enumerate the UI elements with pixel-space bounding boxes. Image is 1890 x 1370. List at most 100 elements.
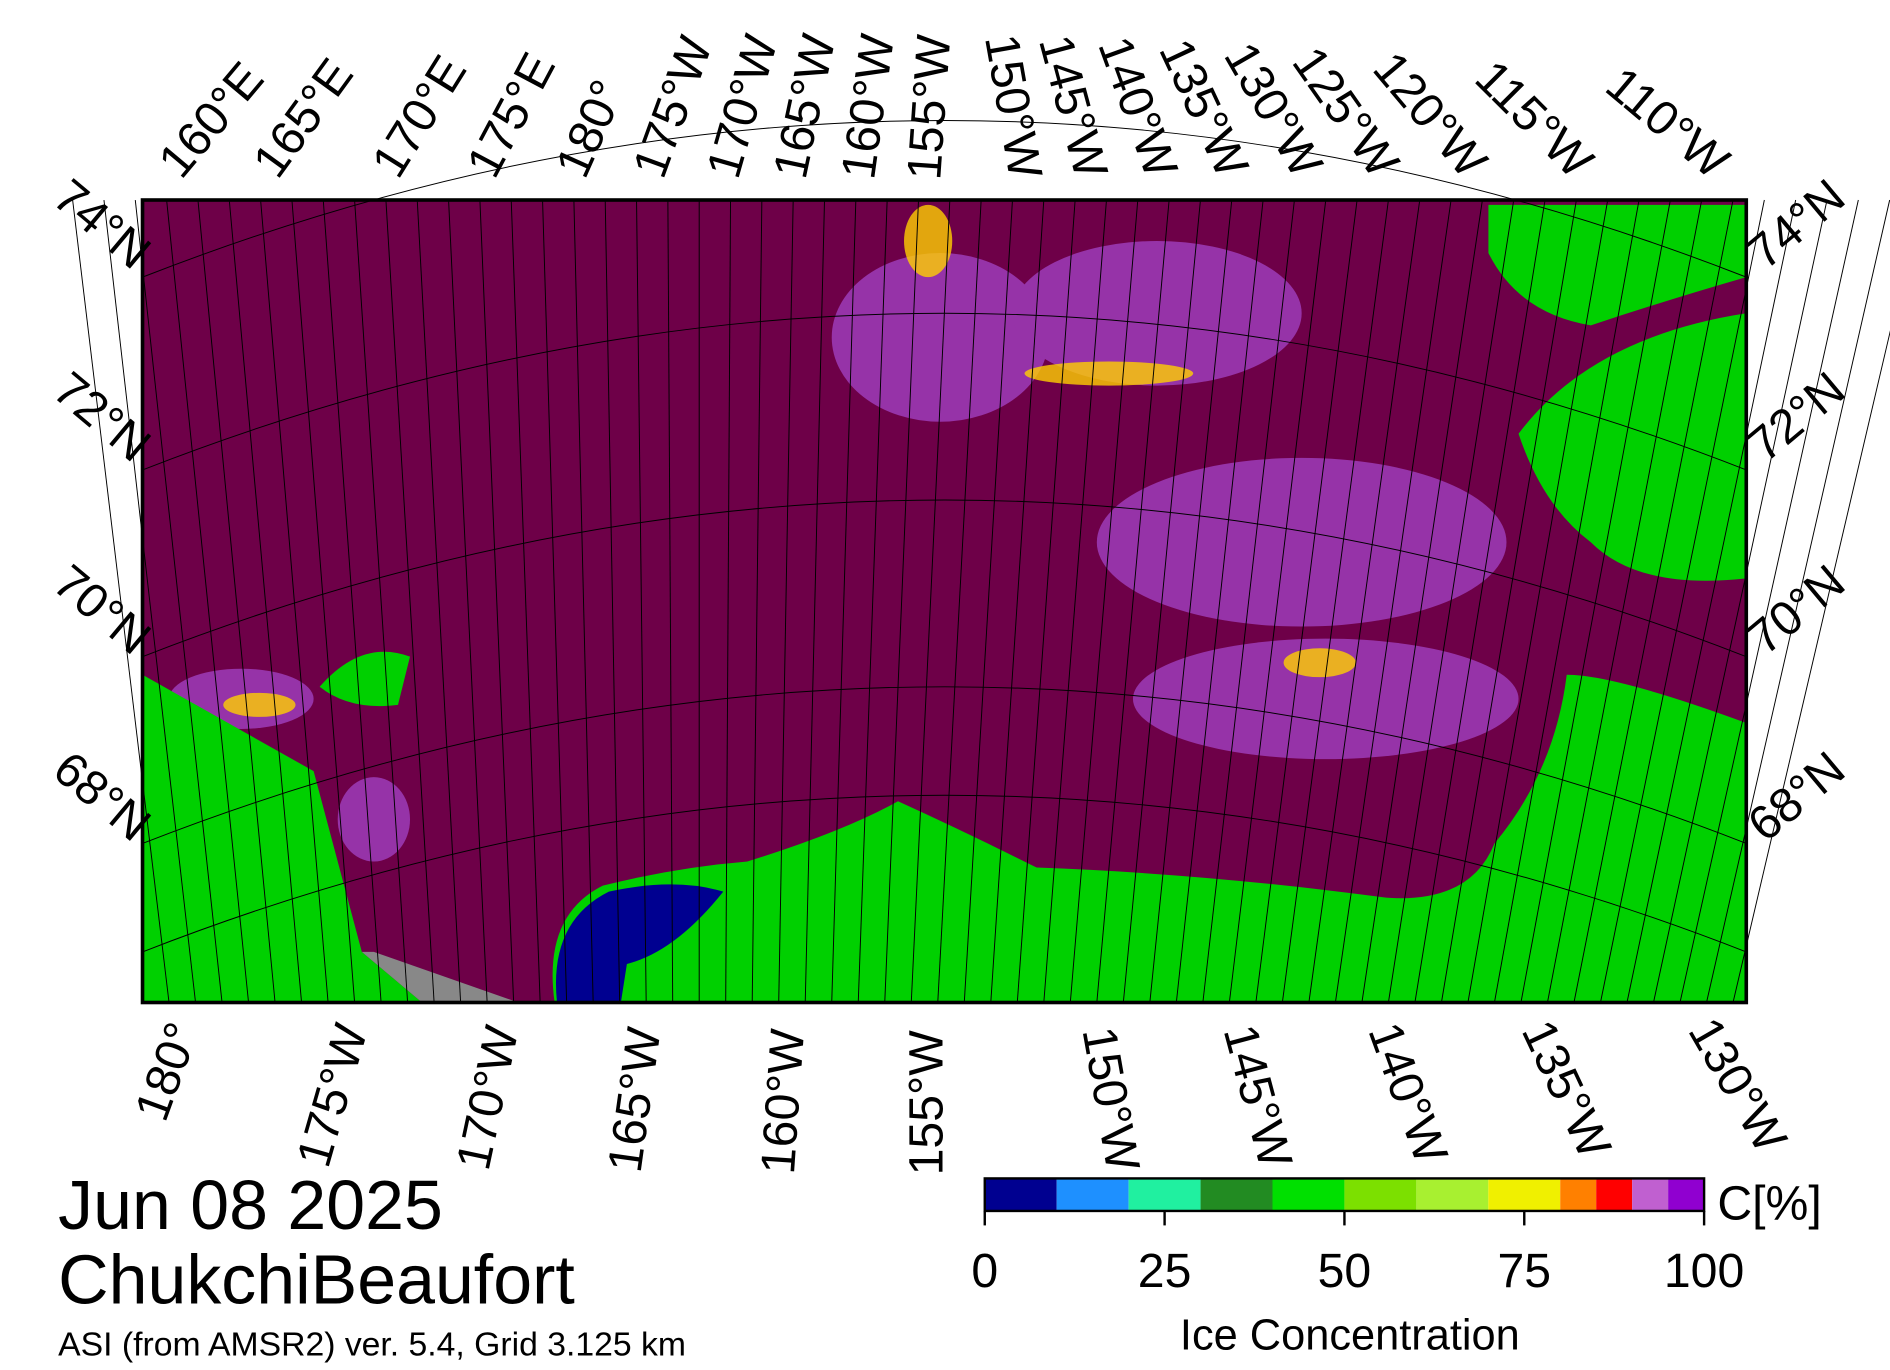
meridian [1600,199,1765,1003]
meridian [1653,199,1828,1003]
colorbar-segment [1488,1178,1561,1211]
meridian [1493,199,1640,1003]
meridian [1387,199,1515,1003]
meridian [1043,199,1107,1003]
parallel [142,499,1747,658]
bottom-lon-label: 170°W [446,1021,529,1175]
subtitle: ASI (from AMSR2) ver. 5.4, Grid 3.125 km [58,1326,686,1364]
colorbar-tick-label: 50 [1318,1244,1372,1298]
meridian [322,199,382,1003]
meridian [1175,199,1264,1003]
meridian [385,199,435,1003]
meridian [1573,199,1734,1003]
meridian [804,200,825,1003]
meridian [448,199,488,1003]
bottom-lon-label: 130°W [1678,1009,1798,1162]
bottom-lon-label: 160°W [751,1027,815,1176]
date: Jun 08 2025 [58,1166,443,1244]
colorbar-tick-label: 75 [1497,1244,1551,1298]
right-lat-label: 74°N [1738,169,1855,280]
meridian [937,199,982,1003]
meridian [990,199,1045,1003]
parallel [142,312,1747,471]
meridian [1706,199,1890,1003]
colorbar-segment [1416,1178,1489,1211]
region: ChukchiBeaufort [58,1241,575,1319]
frame [140,198,1749,1005]
meridian [291,199,356,1003]
meridian [1281,199,1389,1003]
meridian [228,199,303,1003]
meridian [751,200,763,1003]
land-alaska-yukon [552,674,1747,1003]
colorbar-label: Ice Concentration [1180,1312,1520,1360]
meridian [416,199,462,1003]
bottom-lon-label: 135°W [1511,1012,1622,1167]
top-lon-label: 180° [545,72,635,185]
colorbar-segment [1128,1178,1201,1211]
right-lat-label: 70°N [1738,555,1855,666]
meridian [667,200,674,1003]
land-islands [1488,204,1747,326]
meridian [1016,199,1076,1003]
meridian [831,200,857,1003]
land-nodata [361,951,519,1003]
colorbar-frame [983,1177,1706,1213]
land-banks [1518,313,1747,581]
colorbar-segment [1200,1178,1273,1211]
ice-high [223,204,1356,717]
meridian [479,199,515,1003]
meridian [857,200,888,1003]
colorbar-segment [1344,1178,1417,1211]
bottom-lon-label: 180° [125,1016,210,1128]
meridian [1467,199,1609,1003]
meridian [573,200,594,1003]
bottom-lon-label: 155°W [900,1030,954,1176]
meridian [72,199,170,1003]
colorbar-segment [1596,1178,1633,1211]
meridian [354,199,409,1003]
meridian [197,199,276,1003]
meridian [1308,199,1421,1003]
meridian [910,199,951,1003]
meridian [1122,199,1201,1003]
meridian [963,199,1013,1003]
parallel [142,120,1747,278]
meridian [778,200,794,1003]
graticule [72,120,1890,1003]
meridian [604,200,621,1003]
meridian [510,200,541,1003]
top-lon-label: 170°E [361,46,477,186]
bottom-lon-label: 165°W [598,1024,672,1176]
top-lon-label: 115°W [1465,50,1604,189]
right-lat-label: 72°N [1738,362,1855,473]
meridian [1202,199,1295,1003]
colorbar-tick-label: 100 [1664,1244,1744,1298]
meridian [1546,199,1703,1003]
ice-bay [555,884,724,1003]
meridian [636,200,647,1003]
meridian [1096,199,1170,1003]
right-lat-label: 68°N [1738,741,1855,852]
top-lon-label: 155°W [897,32,961,181]
bottom-lon-label: 150°W [1072,1023,1150,1176]
meridian [884,199,919,1003]
bottom-lon-label: 175°W [286,1018,378,1173]
colorbar-segment [984,1178,1057,1211]
meridian [1440,199,1577,1003]
parallel [142,686,1747,844]
meridian [1149,199,1233,1003]
bottom-lon-label: 145°W [1213,1019,1303,1174]
bottom-lon-label: 140°W [1358,1016,1459,1171]
colorbar-segment [1272,1178,1345,1211]
meridian [166,199,250,1003]
meridian [1361,199,1483,1003]
colorbar-unit: C[%] [1717,1176,1821,1230]
map-frame [72,120,1890,1005]
colorbar-segment [1632,1178,1669,1211]
parallel [142,794,1747,953]
land-siberia [142,674,423,1003]
colorbar-tick-label: 0 [971,1244,998,1298]
